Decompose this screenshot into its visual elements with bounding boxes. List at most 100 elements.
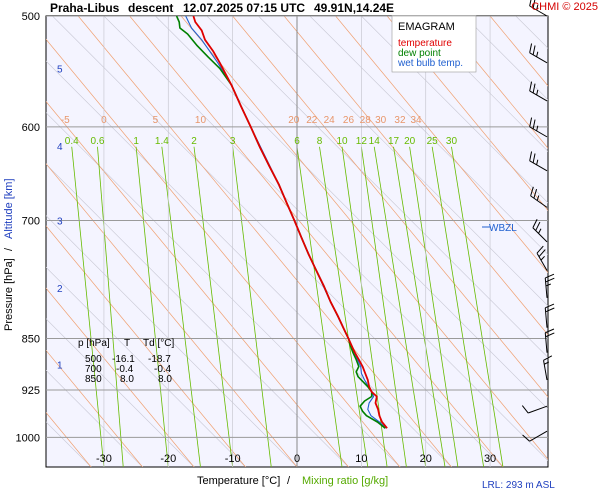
mixing-ratio-line bbox=[451, 146, 504, 467]
dry-adiabat-line bbox=[46, 349, 143, 467]
header-coords: 49.91N,14.24E bbox=[314, 1, 394, 15]
wind-barb-feather bbox=[545, 273, 555, 279]
table-header-t: T bbox=[124, 338, 130, 349]
wind-barb-staff bbox=[529, 126, 548, 138]
dry-adiabat-label: 0 bbox=[101, 115, 107, 126]
pressure-tick-label: 850 bbox=[22, 334, 40, 346]
dry-adiabat-line bbox=[129, 16, 504, 467]
wind-barb-staff bbox=[529, 5, 548, 17]
wind-barb bbox=[529, 0, 548, 17]
wind-barb-staff bbox=[544, 307, 548, 328]
x-axis-label-sep: / bbox=[287, 475, 291, 487]
wind-barb-feather bbox=[529, 0, 532, 7]
table-cell: -16.1 bbox=[112, 354, 135, 365]
altitude-tick-label: 4 bbox=[57, 142, 63, 153]
wind-barb-staff bbox=[532, 227, 548, 243]
mixing-ratio-label: 20 bbox=[404, 136, 416, 147]
wind-barb bbox=[544, 273, 555, 298]
wind-barb-half-feather bbox=[536, 89, 539, 96]
series-line-temperature bbox=[192, 16, 388, 429]
table-cell: 8.0 bbox=[158, 374, 172, 385]
lrl-label: LRL: 293 m ASL bbox=[482, 480, 555, 491]
moist-adiabat-line bbox=[0, 16, 40, 467]
mixing-ratio-label: 3 bbox=[230, 136, 236, 147]
x-axis-label-temperature: Temperature [°C] bbox=[197, 475, 280, 487]
dry-adiabat-label: 28 bbox=[360, 115, 372, 126]
wind-barb-feather bbox=[532, 219, 538, 228]
wind-barb-feather bbox=[529, 151, 533, 161]
moist-adiabat-line bbox=[155, 16, 548, 410]
dry-adiabat-line bbox=[46, 100, 349, 467]
legend-box bbox=[391, 15, 477, 73]
wind-barb bbox=[529, 151, 548, 172]
wind-barb bbox=[536, 245, 548, 271]
mixing-ratio-label: 14 bbox=[369, 136, 381, 147]
wind-barb bbox=[529, 43, 548, 64]
legend-dewpoint: dew point bbox=[398, 48, 441, 59]
wind-barb-feather bbox=[532, 45, 536, 55]
mixing-ratio-line bbox=[393, 146, 446, 467]
dry-adiabat-line bbox=[46, 225, 246, 467]
wind-barb-staff bbox=[528, 405, 548, 414]
wind-barb bbox=[529, 81, 548, 102]
mixing-ratio-label: 0.6 bbox=[91, 136, 105, 147]
wind-barb-feather bbox=[543, 355, 553, 361]
legend-temperature: temperature bbox=[398, 38, 452, 49]
mixing-ratio-label: 0.4 bbox=[65, 136, 79, 147]
dry-adiabat-label: 20 bbox=[288, 115, 300, 126]
altitude-tick-label: 1 bbox=[57, 360, 63, 371]
dry-adiabat-label: 26 bbox=[343, 115, 355, 126]
dry-adiabat-label: 10 bbox=[195, 115, 207, 126]
wind-barb-feather bbox=[532, 0, 536, 9]
moist-adiabat-line bbox=[206, 16, 548, 358]
wind-barb-feather bbox=[532, 119, 536, 129]
legend-title: EMAGRAM bbox=[398, 21, 455, 33]
altitude-tick-label: 5 bbox=[57, 64, 63, 75]
dry-adiabat-line bbox=[0, 16, 40, 467]
wind-barb-feather bbox=[530, 186, 534, 197]
x-tick-label: 0 bbox=[294, 453, 300, 465]
moist-adiabat-line bbox=[567, 16, 600, 467]
mixing-ratio-line bbox=[373, 146, 427, 467]
mixing-ratio-label: 12 bbox=[356, 136, 368, 147]
table-header-p: p [hPa] bbox=[78, 338, 110, 349]
wind-barb-feather bbox=[529, 81, 533, 92]
wind-barb-half-feather bbox=[536, 51, 539, 57]
wind-barb-half-feather bbox=[540, 255, 545, 261]
wind-barb-feather bbox=[538, 249, 546, 257]
wind-barb-staff bbox=[529, 160, 548, 172]
moist-adiabat-line bbox=[258, 16, 548, 307]
wind-barb-feather bbox=[545, 277, 555, 283]
mixing-ratio-line bbox=[431, 146, 485, 467]
moist-adiabat-line bbox=[464, 16, 548, 101]
wind-barb-feather bbox=[532, 83, 536, 94]
wind-barb-feather bbox=[545, 303, 555, 309]
wind-barb bbox=[544, 328, 555, 353]
moist-adiabat-line bbox=[52, 16, 504, 467]
wbzl-label: WBZL bbox=[489, 223, 517, 234]
mixing-ratio-line bbox=[193, 146, 234, 467]
dry-adiabat-label: 34 bbox=[411, 115, 423, 126]
dry-adiabat-line bbox=[438, 16, 548, 149]
wind-barb-feather bbox=[522, 434, 531, 442]
header-mode: descent bbox=[128, 1, 173, 15]
mixing-ratio-label: 2 bbox=[191, 136, 197, 147]
pressure-tick-label: 925 bbox=[22, 385, 40, 397]
table-cell: 700 bbox=[85, 364, 102, 375]
wind-barb bbox=[529, 117, 548, 138]
altitude-tick-label: 2 bbox=[57, 284, 63, 295]
legend-wetbulb: wet bulb temp. bbox=[397, 58, 463, 69]
mixing-ratio-line bbox=[232, 146, 272, 467]
dry-adiabat-line bbox=[335, 16, 548, 274]
wind-barb-half-feather bbox=[543, 361, 550, 365]
dry-adiabat-line bbox=[46, 38, 401, 467]
y-axis-label-sep: / bbox=[3, 247, 15, 251]
dry-adiabat-label: 5 bbox=[153, 115, 159, 126]
mixing-ratio-line bbox=[296, 146, 343, 467]
x-tick-label: -20 bbox=[160, 453, 176, 465]
table-cell: 500 bbox=[85, 354, 102, 365]
pressure-tick-label: 700 bbox=[22, 216, 40, 228]
wind-barb-feather bbox=[545, 332, 555, 338]
moist-adiabat-line bbox=[46, 369, 143, 467]
wind-barb-feather bbox=[536, 245, 544, 254]
